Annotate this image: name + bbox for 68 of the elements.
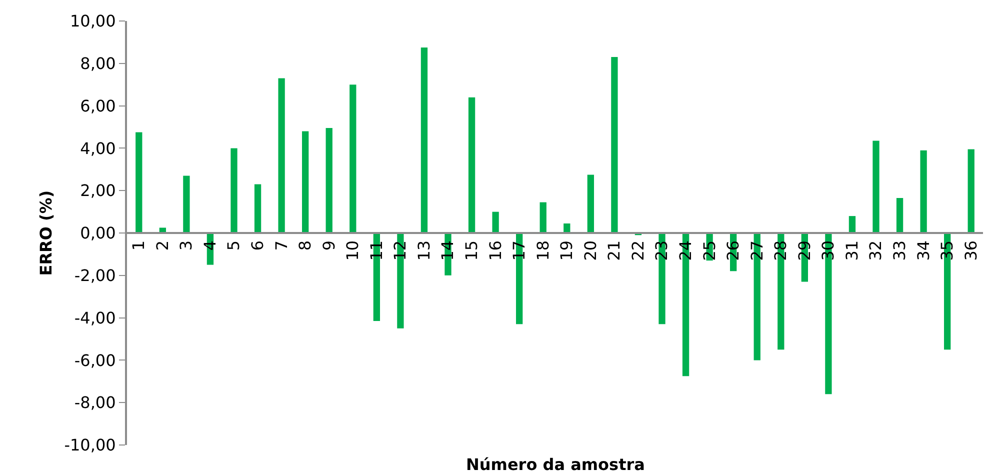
x-tick-label: 30: [818, 240, 838, 261]
y-tick-label: 0,00: [80, 224, 116, 243]
y-tick-label: -10,00: [64, 436, 116, 455]
x-tick-label: 18: [533, 240, 552, 261]
bar: [872, 140, 880, 233]
bar: [896, 198, 904, 233]
bar: [136, 132, 142, 233]
x-tick-label: 28: [771, 240, 790, 261]
x-tick-label: 20: [580, 240, 600, 261]
x-tick-label: 7: [272, 240, 291, 251]
x-tick-label: 23: [652, 240, 672, 261]
x-tick-label: 22: [628, 240, 648, 261]
x-tick-label: 31: [842, 240, 862, 261]
x-axis-title: Número da amostra: [466, 455, 645, 474]
x-tick-label: 27: [747, 240, 766, 261]
bar: [350, 84, 356, 233]
x-tick-label: 34: [914, 240, 933, 261]
x-tick-label: 19: [557, 240, 576, 261]
x-tick-label: 33: [890, 240, 909, 261]
x-tick-label: 29: [794, 240, 814, 261]
x-tick-label: 17: [510, 240, 529, 261]
bar: [848, 216, 856, 233]
y-tick-label: -2,00: [74, 266, 116, 285]
x-tick-label: 8: [296, 240, 315, 251]
x-tick-label: 24: [676, 240, 695, 261]
y-tick-label: -8,00: [74, 393, 116, 412]
bar: [254, 184, 262, 233]
x-tick-label: 21: [604, 240, 624, 261]
bar: [611, 57, 618, 233]
x-tick-label: 3: [176, 240, 196, 251]
bar: [326, 128, 332, 233]
x-tick-label: 32: [866, 240, 886, 261]
y-tick-label: -4,00: [74, 308, 116, 328]
x-tick-label: 35: [938, 240, 957, 261]
y-tick-label: 2,00: [80, 181, 116, 200]
bar: [492, 212, 499, 233]
bar: [587, 174, 594, 233]
x-tick-label: 11: [366, 240, 386, 261]
y-tick-label: 4,00: [80, 138, 116, 158]
x-tick-label: 10: [343, 240, 362, 261]
x-tick-label: 15: [462, 240, 481, 261]
x-tick-label: 13: [414, 240, 434, 261]
x-tick-label: 4: [200, 240, 220, 251]
bar: [420, 48, 428, 233]
y-tick-label: 6,00: [80, 96, 116, 116]
x-tick-label: 2: [152, 240, 172, 251]
y-tick-label: 10,00: [70, 12, 116, 31]
bar: [968, 149, 974, 233]
x-tick-label: 14: [438, 240, 458, 261]
x-tick-label: 36: [961, 240, 980, 261]
x-tick-label: 26: [724, 240, 743, 261]
bar: [230, 148, 238, 233]
bar: [183, 176, 190, 233]
x-tick-label: 25: [700, 240, 719, 261]
x-tick-label: 16: [486, 240, 505, 261]
x-tick-label: 6: [248, 240, 267, 251]
x-tick-label: 5: [224, 240, 244, 251]
x-tick-label: 1: [129, 240, 148, 251]
bar: [302, 131, 309, 233]
bar: [920, 150, 927, 233]
y-tick-label: -6,00: [74, 350, 116, 370]
y-tick-label: 8,00: [80, 54, 116, 73]
x-tick-label: 12: [390, 240, 410, 261]
bar: [540, 202, 546, 233]
bar: [468, 97, 476, 233]
x-tick-label: 9: [319, 240, 338, 251]
y-axis-title: ERRO (%): [36, 190, 56, 276]
bar: [278, 78, 285, 233]
